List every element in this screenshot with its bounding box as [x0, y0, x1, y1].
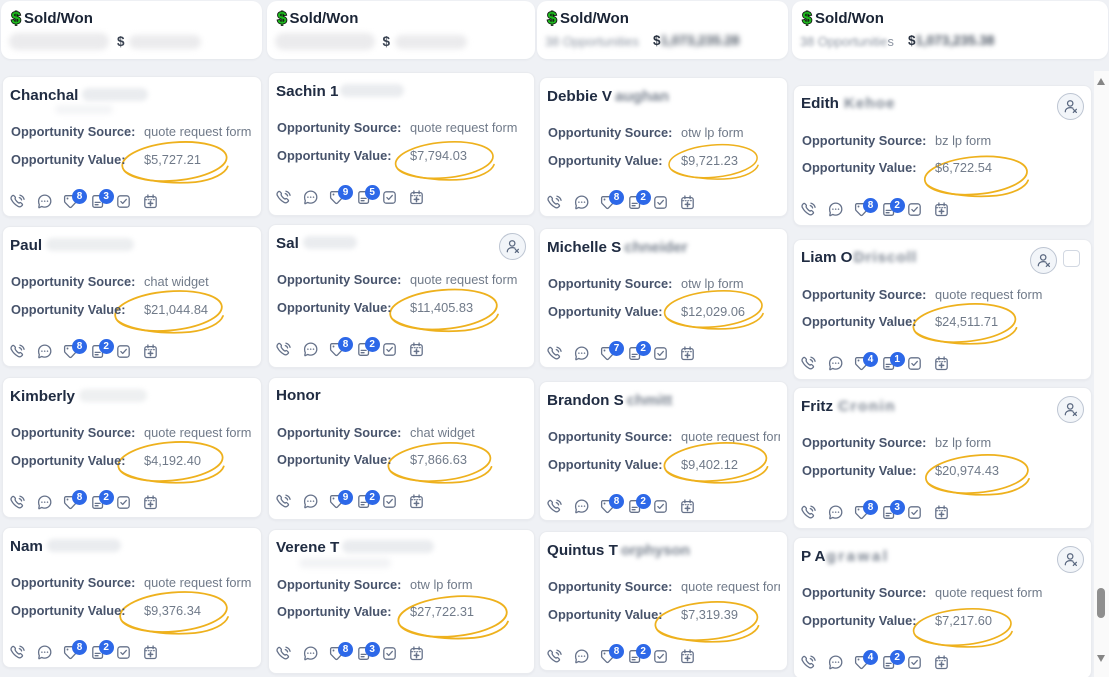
svg-text:$: $ [277, 8, 287, 27]
svg-text:$: $ [547, 8, 557, 27]
svg-text:$: $ [802, 8, 812, 27]
svg-text:$: $ [11, 8, 21, 27]
